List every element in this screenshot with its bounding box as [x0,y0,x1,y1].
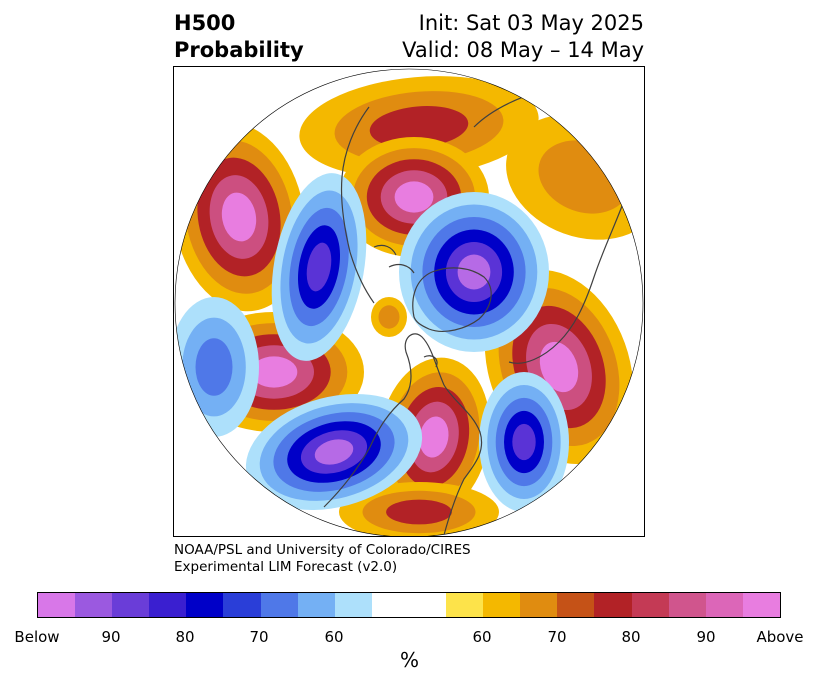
above-normal-region [386,499,452,525]
colorbar-segment [557,593,595,617]
above-normal-region [419,416,449,458]
colorbar-tick-label: 70 [547,628,567,646]
below-normal-region [195,338,233,396]
coastline-greenland [412,267,492,332]
colorbar-segment [260,593,298,617]
forecast-dates: Init: Sat 03 May 2025 Valid: 08 May – 14… [402,10,644,64]
colorbar-segment [594,593,632,617]
colorbar-tick-label: Below [14,628,60,646]
init-date: Init: Sat 03 May 2025 [418,11,644,35]
above-normal-region [539,341,579,393]
colorbar-tick-label: 90 [101,628,121,646]
colorbar-segment [186,593,224,617]
chart-title: H500 Probability [174,10,304,64]
above-normal-region [221,192,257,242]
above-normal-region [250,356,298,388]
above-normal-region [394,181,434,213]
colorbar-tick-label: 90 [696,628,716,646]
colorbar-segment [631,593,669,617]
colorbar-segment [668,593,706,617]
colorbar-segment [408,593,447,617]
credit-text: NOAA/PSL and University of Colorado/CIRE… [174,542,471,576]
colorbar-tick-label: 80 [175,628,195,646]
colorbar-segment [520,593,558,617]
colorbar-segment [112,593,150,617]
colorbar [37,592,781,618]
colorbar-segment [38,593,76,617]
colorbar-tick-label: Above [756,628,804,646]
coastline-arctic-islands [373,244,438,368]
colorbar-tick-label: 60 [472,628,492,646]
colorbar-segment [371,593,409,617]
colorbar-segment [149,593,187,617]
below-normal-region [512,423,536,461]
probability-map [173,66,645,537]
colorbar-segment [334,593,372,617]
coastline-asia-west [340,106,375,304]
colorbar-segment [297,593,335,617]
title-variable: H500 [174,11,236,35]
colorbar-tick-label: 70 [249,628,269,646]
credit-line-1: NOAA/PSL and University of Colorado/CIRE… [174,542,471,558]
credit-line-2: Experimental LIM Forecast (v2.0) [174,559,398,575]
below-normal-region [306,242,332,292]
colorbar-segment [223,593,261,617]
colorbar-ticks: Below 90 80 70 60 60 70 80 90 Above [0,628,819,648]
colorbar-segment [483,593,521,617]
colorbar-tick-label: 60 [324,628,344,646]
map-canvas [174,68,644,536]
valid-range: Valid: 08 May – 14 May [402,38,644,62]
below-normal-region [314,439,354,465]
colorbar-segment [446,593,484,617]
map-boundary [174,68,644,536]
colorbar-unit: % [399,648,419,672]
coastline-north-america [323,333,483,536]
colorbar-segment [75,593,113,617]
map-disk [175,69,643,536]
above-normal-region [369,106,469,148]
colorbar-segment [705,593,743,617]
above-normal-region [378,305,400,329]
colorbar-segment [742,593,780,617]
colorbar-tick-label: 80 [621,628,641,646]
title-quantity: Probability [174,38,304,62]
